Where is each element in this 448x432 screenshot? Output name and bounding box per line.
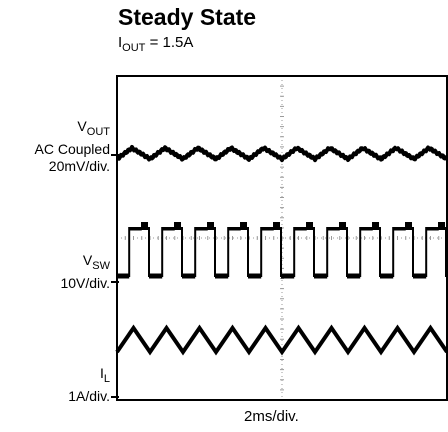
trace-vout <box>116 144 448 163</box>
channel-label-il: IL 1A/div. <box>68 365 110 405</box>
trace-vsw-spike <box>438 222 446 230</box>
il-symbol: IL <box>99 365 110 385</box>
subtitle-subscript: OUT <box>122 42 146 54</box>
trace-vsw-spike <box>240 222 248 230</box>
chart-title: Steady State <box>118 4 257 30</box>
trace-vsw-spike <box>174 222 182 230</box>
channel-markers <box>111 154 119 398</box>
trace-vsw-spike <box>339 222 347 230</box>
vsw-scale: 10V/div. <box>60 275 110 291</box>
trace-vsw <box>116 227 448 277</box>
chart-subtitle: IOUT = 1.5A <box>118 34 193 54</box>
channel-label-vsw: VSW 10V/div. <box>60 252 110 292</box>
traces <box>115 144 448 356</box>
vout-coupling: AC Coupled <box>34 141 111 157</box>
channel-label-vout: VOUT AC Coupled 20mV/div. <box>35 118 111 175</box>
trace-vsw-spike <box>273 222 281 230</box>
vsw-symbol: VSW <box>82 252 110 272</box>
x-axis-label: 2ms/div. <box>244 408 299 425</box>
il-scale: 1A/div. <box>68 388 110 404</box>
vout-scale: 20mV/div. <box>48 158 110 174</box>
trace-vsw-spike <box>207 222 215 230</box>
trace-vsw-spike <box>141 222 149 230</box>
vout-symbol: VOUT <box>77 118 110 138</box>
subtitle-value: = 1.5A <box>145 34 194 51</box>
trace-vsw-spike <box>306 222 314 230</box>
trace-il <box>115 324 448 356</box>
subtitle-symbol: I <box>118 34 123 51</box>
trace-vsw-spike <box>372 222 380 230</box>
trace-vsw-spike <box>405 222 413 230</box>
